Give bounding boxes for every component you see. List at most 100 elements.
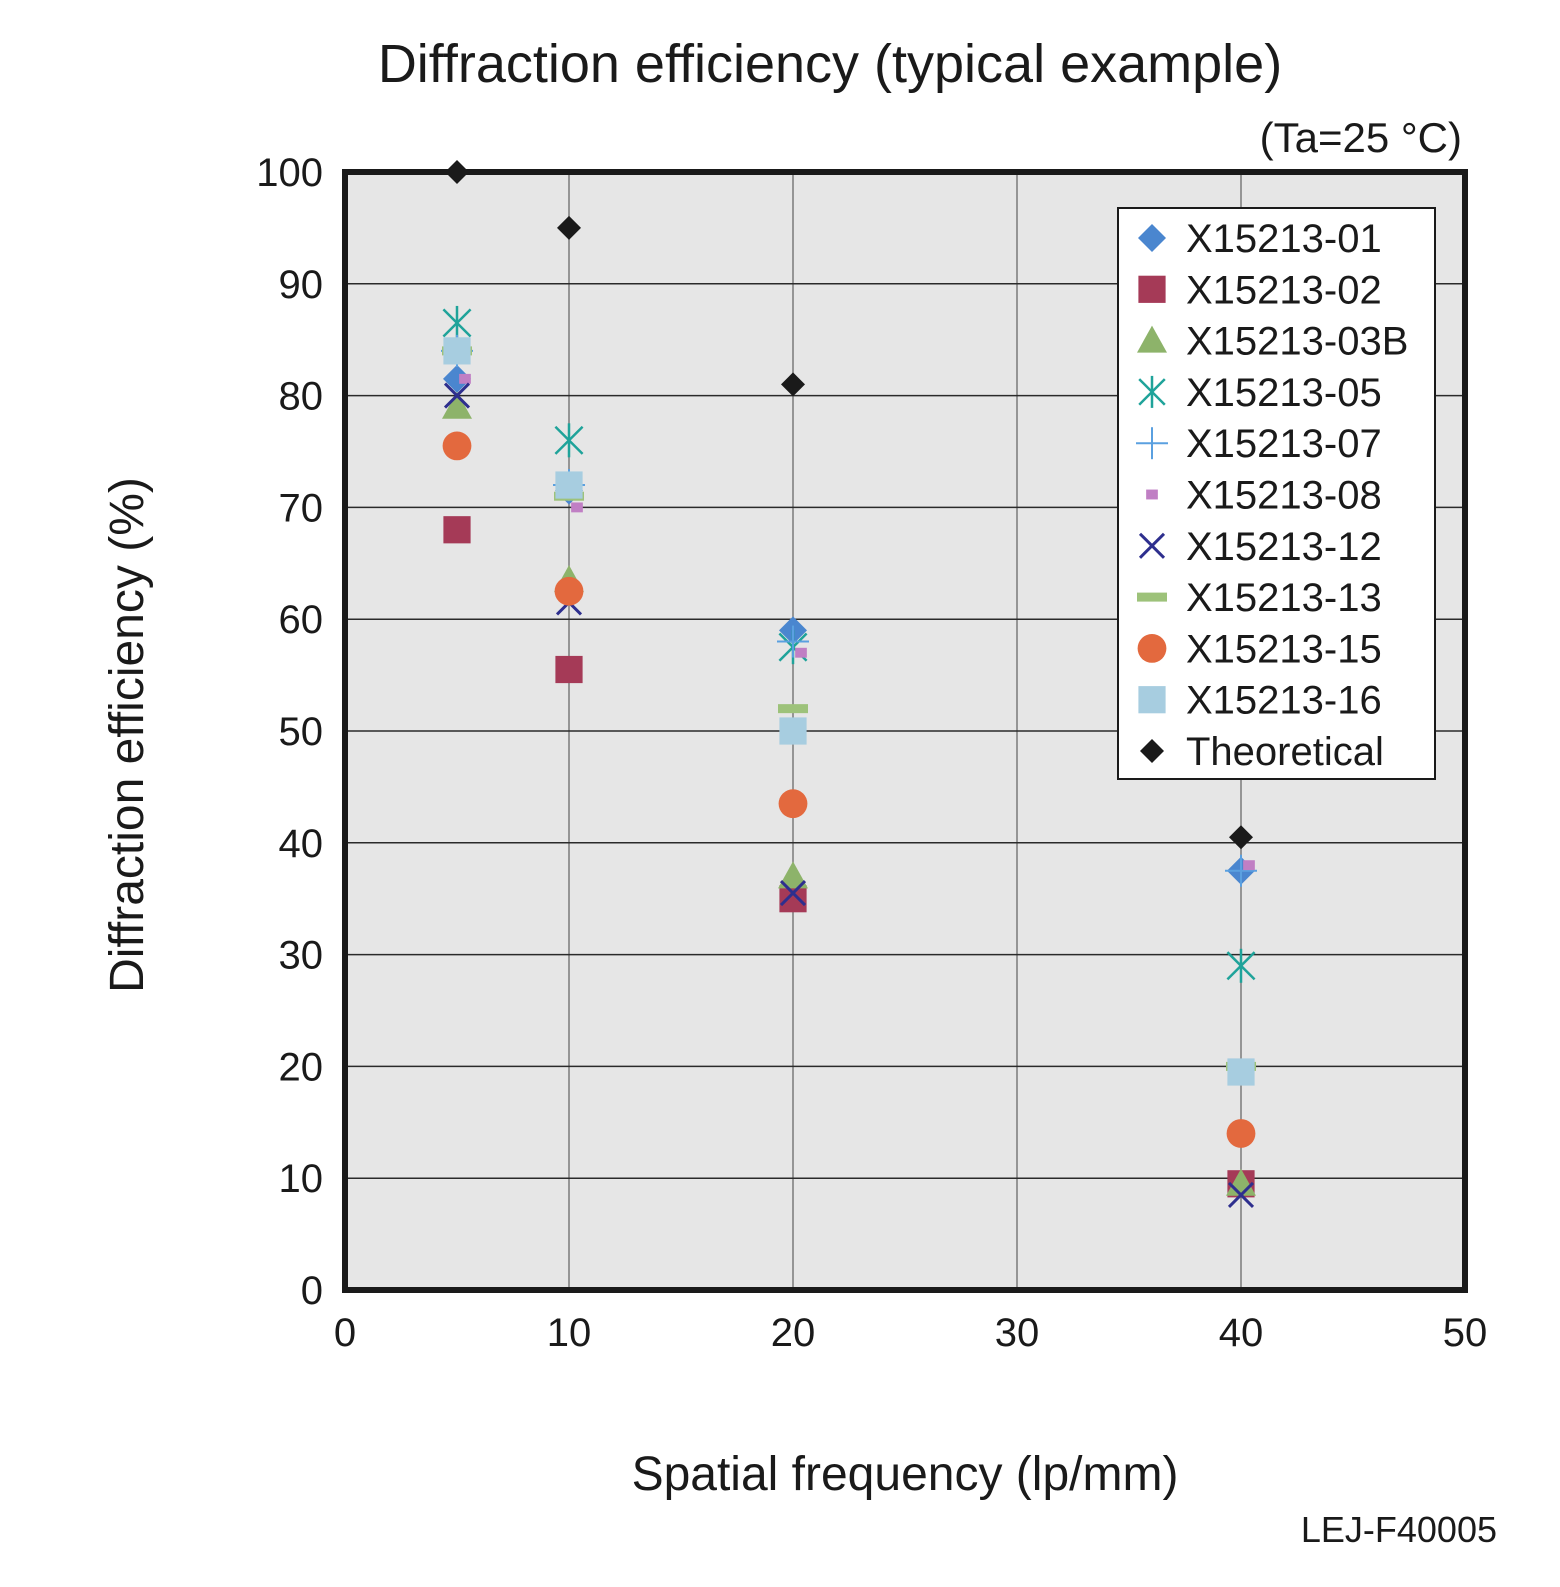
x-tick-label: 30	[995, 1311, 1040, 1355]
legend-marker	[1138, 275, 1166, 303]
data-point	[779, 717, 807, 745]
legend-item: X15213-16	[1138, 679, 1382, 723]
data-points	[441, 160, 1257, 1209]
condition-note: (Ta=25 °C)	[1260, 114, 1462, 161]
x-axis-label: Spatial frequency (lp/mm)	[632, 1448, 1179, 1501]
legend-marker	[1138, 224, 1166, 252]
marker-shape	[1137, 325, 1167, 353]
data-point	[442, 391, 472, 419]
legend-marker	[1137, 325, 1167, 353]
figure-code: LEJ-F40005	[1301, 1509, 1497, 1550]
legend-item: X15213-12	[1138, 525, 1382, 569]
legend-label: X15213-02	[1186, 268, 1382, 312]
y-tick-label: 90	[279, 263, 324, 307]
data-point	[1226, 948, 1256, 983]
legend-marker	[1138, 375, 1166, 408]
data-point	[443, 516, 471, 544]
legend-box	[1117, 207, 1436, 780]
marker-shape	[1227, 1058, 1255, 1086]
marker-shape	[555, 471, 583, 499]
plot-frame	[342, 169, 1468, 1293]
legend-marker	[1137, 634, 1167, 663]
data-point	[781, 372, 805, 397]
x-tick-label: 0	[334, 1311, 356, 1355]
data-point	[555, 471, 583, 499]
data-point	[445, 160, 469, 184]
data-point	[778, 861, 808, 889]
marker-shape	[445, 160, 469, 184]
legend-marker	[1137, 592, 1167, 602]
marker-shape	[779, 717, 807, 745]
y-tick-label: 20	[279, 1045, 324, 1089]
data-point	[442, 431, 472, 461]
legend-item: X15213-03B	[1137, 320, 1408, 364]
data-point	[443, 382, 471, 409]
marker-shape	[1140, 739, 1164, 763]
y-tick-label: 10	[279, 1157, 324, 1201]
legend-label: X15213-08	[1186, 474, 1382, 518]
marker-shape	[778, 704, 808, 714]
marker-shape	[1137, 592, 1167, 602]
y-axis-ticks: 0 10 20 30 40 50 60 70 80 90 100	[256, 151, 323, 1313]
legend-label: X15213-01	[1186, 217, 1382, 261]
legend-marker	[1140, 739, 1164, 763]
marker-shape	[778, 861, 808, 889]
y-tick-label: 70	[279, 486, 324, 530]
marker-shape	[554, 576, 584, 606]
marker-shape	[1137, 634, 1167, 663]
legend-marker	[1138, 686, 1166, 714]
data-point	[459, 373, 471, 384]
legend-label: X15213-05	[1186, 371, 1382, 415]
data-point	[554, 576, 584, 606]
marker-shape	[443, 516, 471, 544]
marker-shape	[1146, 489, 1158, 500]
marker-shape	[795, 647, 807, 658]
x-tick-label: 20	[771, 1311, 816, 1355]
data-point	[1226, 1119, 1256, 1148]
data-point	[554, 423, 584, 458]
legend: X15213-01 X15213-02 X15213-03B X15213-05 X15…	[1117, 207, 1436, 780]
x-tick-label: 40	[1219, 1311, 1264, 1355]
marker-shape	[442, 431, 472, 461]
marker-shape	[778, 789, 808, 819]
series-x15213-08	[459, 373, 1255, 871]
y-tick-label: 100	[256, 151, 323, 195]
marker-shape	[1229, 825, 1253, 850]
marker-shape	[1226, 1119, 1256, 1148]
marker-shape	[1138, 686, 1166, 714]
marker-shape	[459, 373, 471, 384]
x-tick-label: 50	[1443, 1311, 1488, 1355]
data-point	[1229, 825, 1253, 850]
data-point	[778, 789, 808, 819]
legend-label: X15213-03B	[1186, 320, 1408, 364]
legend-label: X15213-13	[1186, 576, 1382, 620]
marker-shape	[443, 337, 471, 365]
legend-item: X15213-08	[1146, 474, 1382, 518]
data-point	[1227, 1181, 1255, 1209]
legend-items: X15213-01 X15213-02 X15213-03B X15213-05 X15…	[1136, 217, 1408, 774]
legend-item: X15213-13	[1137, 576, 1382, 620]
y-tick-label: 40	[279, 822, 324, 866]
legend-label: X15213-07	[1186, 422, 1382, 466]
legend-item: X15213-07	[1136, 422, 1382, 466]
marker-shape	[555, 655, 583, 684]
x-tick-label: 10	[547, 1311, 592, 1355]
marker-stroke	[1138, 532, 1166, 559]
series-x15213-16	[443, 337, 1255, 1086]
marker-shape	[443, 364, 471, 393]
legend-item: X15213-02	[1138, 268, 1382, 312]
series-theoretical	[445, 160, 1253, 850]
marker-shape	[1243, 860, 1255, 871]
legend-marker	[1138, 532, 1166, 559]
data-point	[443, 364, 471, 393]
legend-item: X15213-05	[1138, 371, 1382, 415]
data-point	[443, 337, 471, 365]
y-axis-label: Diffraction efficiency (%)	[101, 477, 154, 993]
y-tick-label: 0	[301, 1269, 323, 1313]
data-point	[779, 885, 807, 913]
legend-label: X15213-16	[1186, 679, 1382, 723]
marker-shape	[571, 502, 583, 513]
data-point	[777, 625, 809, 658]
legend-marker	[1136, 427, 1168, 460]
